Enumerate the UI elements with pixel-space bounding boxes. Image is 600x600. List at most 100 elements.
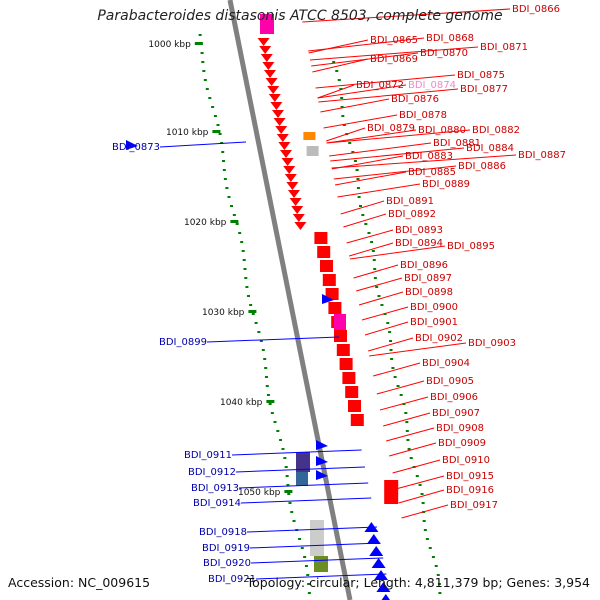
kbp-tick-label: 1020 kbp [184,218,227,228]
gc-dot [238,232,242,234]
gene-feature-reverse [381,594,390,600]
gene-label-connector [331,155,404,170]
gene-label-forward[interactable]: BDI_0892 [388,209,436,220]
gene-label-forward[interactable]: BDI_0904 [422,358,470,369]
gene-label-reverse[interactable]: BDI_0911 [184,450,232,461]
gene-label-forward[interactable]: BDI_0868 [426,33,474,44]
gene-label-reverse[interactable]: BDI_0919 [202,543,250,554]
gene-label-forward[interactable]: BDI_0882 [472,125,520,136]
gene-label-forward[interactable]: BDI_0898 [405,287,453,298]
gene-label-forward[interactable]: BDI_0885 [408,167,456,178]
gene-feature-forward [322,274,336,286]
gc-dot [285,475,289,477]
gene-label-forward[interactable]: BDI_0872 [356,80,404,91]
gene-label-forward[interactable]: BDI_0906 [430,392,478,403]
gene-feature-forward [260,54,273,62]
gc-dot [341,115,345,117]
gc-dot [208,97,212,99]
gene-label-forward[interactable]: BDI_0883 [405,151,453,162]
gc-dot [389,340,393,342]
gene-label-forward[interactable]: BDI_0900 [410,302,458,313]
gc-dot [371,250,375,252]
gene-label-forward[interactable]: BDI_0905 [426,376,474,387]
gene-label-forward[interactable]: BDI_0889 [422,179,470,190]
gene-feature-forward [280,150,292,158]
gene-feature-forward [334,330,347,342]
gene-label-forward[interactable]: BDI_0891 [386,196,434,207]
gene-label-connector [326,129,417,144]
gc-dot [223,178,227,180]
gc-dot [390,358,394,360]
gene-label-forward[interactable]: BDI_0909 [438,438,486,449]
gene-label-forward[interactable]: BDI_0876 [391,94,439,105]
gene-label-forward[interactable]: BDI_0910 [442,455,490,466]
gc-dot [257,331,261,333]
gene-label-forward[interactable]: BDI_0915 [446,471,494,482]
gene-label-forward[interactable]: BDI_0901 [410,317,458,328]
gc-dot [261,349,265,351]
gene-label-forward[interactable]: BDI_0877 [460,84,508,95]
gene-label-reverse[interactable]: BDI_0899 [159,337,207,348]
gene-label-forward[interactable]: BDI_0902 [415,333,463,344]
gene-label-forward[interactable]: BDI_0916 [446,485,494,496]
gc-dot [372,259,376,261]
gene-label-forward[interactable]: BDI_0865 [370,35,418,46]
genome-summary: Topology: circular; Length: 4,811,379 bp… [246,575,590,590]
gene-label-reverse[interactable]: BDI_0914 [193,498,241,509]
gene-label-connector [312,58,369,73]
gene-label-forward[interactable]: BDI_0884 [466,143,514,154]
gene-label-forward[interactable]: BDI_0917 [450,500,498,511]
gene-label-forward[interactable]: BDI_0870 [420,48,468,59]
gc-dot [230,205,234,207]
gc-dot [396,385,400,387]
gene-label-connector [395,475,445,490]
gene-label-forward[interactable]: BDI_0897 [404,273,452,284]
gene-label-forward[interactable]: BDI_0879 [367,123,415,134]
gc-dot [428,547,432,549]
gene-feature-gray [310,520,324,556]
gc-dot [337,79,341,81]
gene-label-connector [392,459,441,474]
gene-label-forward[interactable]: BDI_0894 [395,238,443,249]
gc-dot [404,412,408,414]
gene-label-connector [361,306,409,321]
gene-label-forward[interactable]: BDI_0886 [458,161,506,172]
gc-dot [216,124,220,126]
gene-label-forward[interactable]: BDI_0874 [408,80,456,91]
gene-feature-reverse [322,294,334,304]
gene-label-forward[interactable]: BDI_0893 [395,225,443,236]
gene-label-reverse[interactable]: BDI_0920 [203,558,251,569]
gc-dot [249,304,253,306]
gc-dot [203,79,207,81]
gene-label-forward[interactable]: BDI_0875 [457,70,505,81]
gc-dot [373,277,377,279]
gc-dot [364,223,368,225]
gc-dot [232,214,236,216]
gene-label-connector [329,142,432,157]
gene-label-forward[interactable]: BDI_0895 [447,241,495,252]
gene-label-forward[interactable]: BDI_0871 [480,42,528,53]
gene-label-connector [326,129,471,144]
kbp-tick-label: 1010 kbp [166,128,209,138]
gene-label-forward[interactable]: BDI_0881 [433,138,481,149]
gene-label-reverse[interactable]: BDI_0912 [188,467,236,478]
gene-label-reverse[interactable]: BDI_0873 [112,142,160,153]
gene-label-forward[interactable]: BDI_0869 [370,54,418,65]
gene-label-reverse[interactable]: BDI_0921 [208,574,256,585]
gc-dot [276,430,280,432]
gc-dot [383,313,387,315]
gene-label-forward[interactable]: BDI_0878 [399,110,447,121]
gene-label-reverse[interactable]: BDI_0918 [199,527,247,538]
gene-label-forward[interactable]: BDI_0903 [468,338,516,349]
gene-label-forward[interactable]: BDI_0896 [400,260,448,271]
gene-label-forward[interactable]: BDI_0907 [432,408,480,419]
gene-label-forward[interactable]: BDI_0887 [518,150,566,161]
gene-label-forward[interactable]: BDI_0908 [436,423,484,434]
gc-dot [359,205,363,207]
gene-label-reverse[interactable]: BDI_0913 [191,483,239,494]
gene-label-forward[interactable]: BDI_0866 [512,4,560,15]
gc-dot [339,88,343,90]
gene-feature-reverse [369,546,384,556]
gene-label-forward[interactable]: BDI_0880 [418,125,466,136]
kbp-tick-label: 1040 kbp [220,398,263,408]
